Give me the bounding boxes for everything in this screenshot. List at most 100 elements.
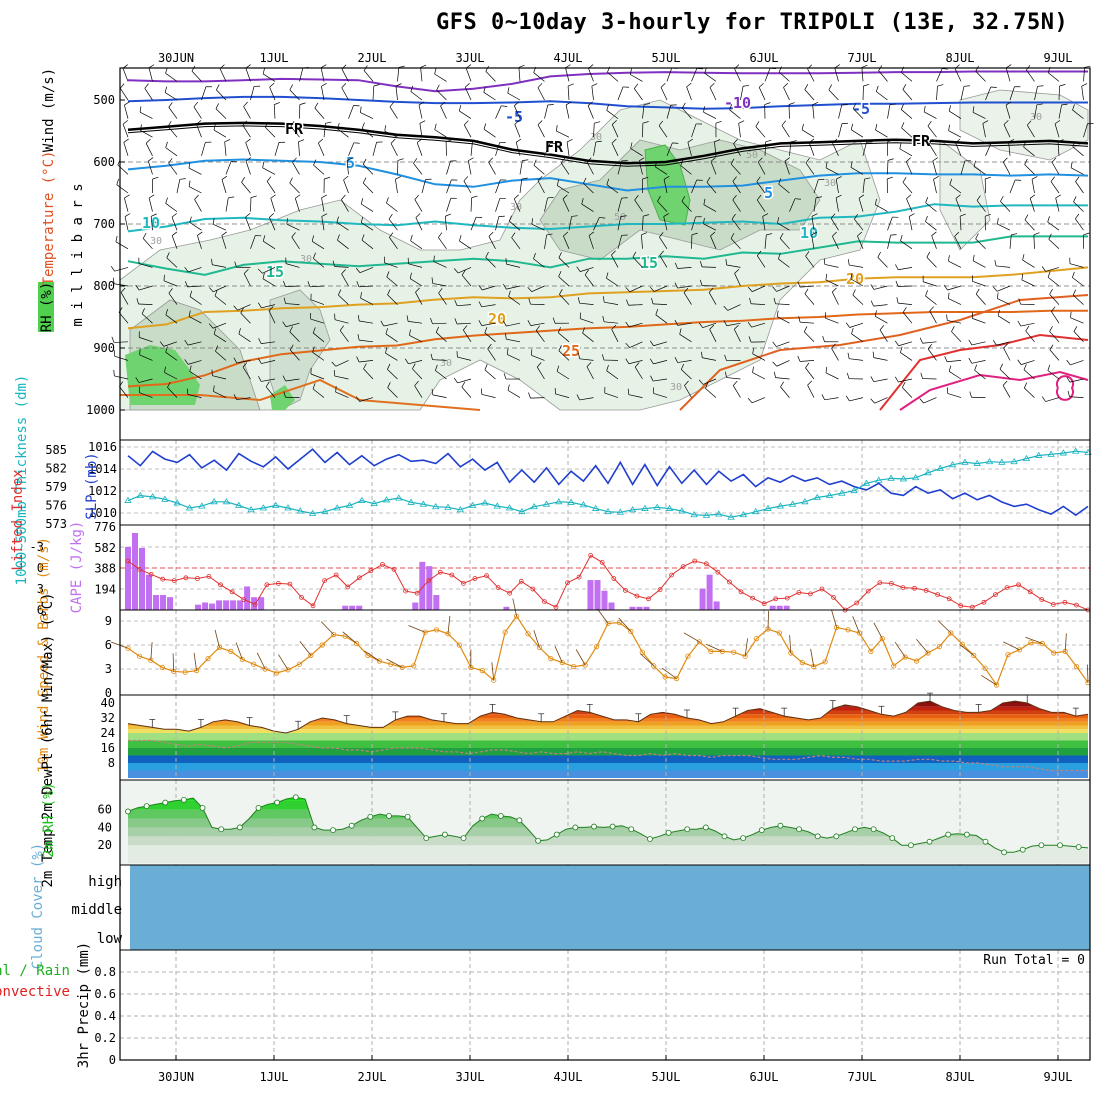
- wind-barb: [397, 67, 400, 82]
- wind-barb: [896, 297, 899, 304]
- cloud-level-label: high: [88, 874, 122, 890]
- rh-label: 30: [824, 178, 836, 189]
- isotherm-line: [127, 95, 1088, 110]
- wind-barb: [215, 350, 227, 361]
- wind-speed-point: [605, 620, 611, 627]
- wind-barb: [389, 106, 398, 119]
- li-point: [669, 572, 675, 578]
- wind-barb: [906, 198, 913, 212]
- thickness-point: [911, 473, 920, 481]
- wind-barb: [901, 72, 913, 82]
- wind-barb: [805, 362, 810, 369]
- wind-barb: [931, 235, 937, 249]
- wind-barb: [557, 327, 561, 333]
- wind-barb: [703, 223, 717, 231]
- wind-barb: [144, 88, 153, 101]
- wind-barb: [188, 180, 191, 187]
- wind-speed-point: [719, 648, 725, 655]
- li-point: [622, 588, 628, 593]
- wind-barb: [387, 387, 398, 398]
- wind-barb: [245, 157, 252, 162]
- rh-point: [721, 833, 728, 840]
- thickness-point: [518, 507, 526, 515]
- wind-barb: [767, 610, 770, 630]
- wind-barb: [454, 299, 458, 306]
- wind-barb: [887, 139, 894, 143]
- wind-barb: [703, 217, 705, 224]
- rh-point: [199, 804, 206, 811]
- wind-barb: [825, 273, 828, 280]
- wind-barb: [440, 105, 447, 119]
- wind-barb: [245, 138, 251, 143]
- wind-barb: [269, 82, 275, 88]
- wind-barb: [163, 341, 178, 347]
- wind-barb: [151, 213, 157, 217]
- wind-barb: [937, 84, 944, 87]
- wind-barb: [706, 177, 711, 183]
- wind-barb: [730, 233, 735, 239]
- li-point: [507, 590, 513, 596]
- wind-barb: [852, 294, 864, 305]
- wind-barb: [408, 360, 423, 365]
- wind-barb: [250, 235, 256, 249]
- rh-point: [274, 799, 281, 806]
- wind-barb: [821, 394, 825, 400]
- wind-barb: [703, 106, 705, 113]
- wind-barb: [850, 129, 864, 138]
- wind-barb: [389, 237, 398, 250]
- wind-barb: [484, 327, 488, 333]
- wind-barb: [139, 348, 141, 355]
- wind-barb: [703, 198, 706, 205]
- isotherm-label: FR: [545, 138, 564, 156]
- wind-barb: [975, 65, 979, 72]
- rh-point: [535, 837, 541, 844]
- wind-barb: [731, 213, 736, 220]
- wind-barb: [1024, 158, 1028, 165]
- wind-barb: [334, 266, 349, 268]
- wind-barb: [506, 285, 521, 290]
- wind-barb: [906, 194, 912, 200]
- precip-tick-label: 0.4: [94, 1009, 116, 1023]
- wind-barb: [321, 197, 325, 212]
- wind-barb: [238, 328, 241, 335]
- wind-barb: [617, 86, 624, 101]
- wind-barb: [960, 160, 966, 175]
- wind-barb: [537, 120, 543, 126]
- wind-barb: [611, 138, 617, 144]
- wind-barb: [657, 201, 668, 212]
- wind-barb: [706, 182, 717, 194]
- wind-barb: [804, 89, 815, 101]
- cape-bar: [643, 606, 650, 610]
- wind-speed-point: [936, 643, 943, 650]
- wind-barb: [362, 182, 374, 194]
- wind-barb: [973, 166, 986, 175]
- isotherm-label: 20: [488, 310, 506, 328]
- wind-barb: [339, 325, 344, 331]
- wind-barb: [446, 160, 451, 175]
- wind-barb: [434, 129, 447, 138]
- thickness-point: [604, 507, 612, 515]
- wind-barb: [1081, 86, 1084, 101]
- wind-barb: [243, 269, 249, 274]
- wind-barb: [604, 392, 619, 398]
- wind-speed-point: [228, 648, 234, 655]
- wind-barb: [1050, 176, 1055, 182]
- wind-barb: [436, 89, 447, 101]
- wind-barb: [777, 217, 780, 224]
- wind-barb: [734, 324, 739, 330]
- minmax-mark: [732, 707, 739, 717]
- rh-legend-swatch: [38, 282, 54, 332]
- wind-barb: [878, 70, 888, 82]
- wind-barb: [602, 315, 605, 322]
- wind-barbs: [110, 64, 1094, 404]
- wind-barb: [810, 648, 815, 667]
- wind-speed-point: [239, 656, 245, 663]
- wind-barb: [536, 362, 542, 368]
- li-point: [137, 567, 142, 572]
- isotherm-line: [127, 309, 1088, 388]
- wind10-axis-label: 10m Wind Speed & Barbs (m/s): [36, 537, 52, 773]
- wind-barb: [197, 231, 203, 236]
- wind-barb: [544, 234, 547, 249]
- wind-barb: [946, 314, 948, 321]
- wind-barb: [135, 284, 140, 291]
